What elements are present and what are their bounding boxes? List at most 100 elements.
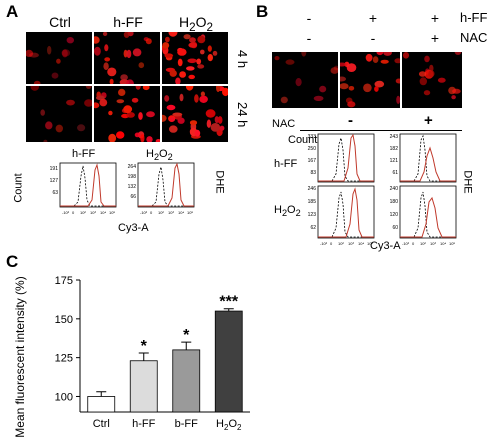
cell-nucleus <box>146 136 153 142</box>
cell-nucleus <box>108 110 113 116</box>
cell-nucleus <box>94 36 100 44</box>
row-label-24h: 24 h <box>235 102 250 128</box>
hist-a-h2o2-xtick: 10² <box>158 210 164 215</box>
cell-nucleus <box>274 56 280 61</box>
cell-nucleus <box>419 77 427 86</box>
hist-b-tr-ytick: 121 <box>390 158 399 164</box>
cell-nucleus <box>219 125 225 131</box>
cell-nucleus <box>102 32 108 36</box>
cell-nucleus <box>437 77 446 83</box>
cell-nucleus <box>104 57 111 62</box>
cell-nucleus <box>126 49 132 59</box>
cell-nucleus <box>135 86 141 90</box>
hist-a-h2o2-treated-curve <box>138 162 194 207</box>
cell-nucleus <box>103 62 109 70</box>
hist-b-bl-ytick: 246 <box>308 186 317 192</box>
hist-a-h2o2-xtick: -10² <box>140 210 148 215</box>
cell-nucleus <box>33 80 41 84</box>
x-tick-label: Ctrl <box>93 418 110 430</box>
nac-minus: - <box>348 112 353 129</box>
cells-a-h2o2-4h <box>162 32 218 84</box>
cell-nucleus <box>94 46 101 56</box>
cell-nucleus <box>454 52 462 55</box>
hist-b-tr-ytick: 182 <box>390 146 399 152</box>
cell-nucleus <box>175 77 181 84</box>
hist-b-tl-ytick: 83 <box>310 170 316 176</box>
b-row-label-hff: h-FF <box>274 158 298 170</box>
cell-nucleus <box>340 83 349 90</box>
hist-a-hff-control-curve <box>60 165 116 207</box>
cell-nucleus <box>402 52 410 59</box>
cells-a-h2o2-24h <box>162 86 228 139</box>
cell-nucleus <box>62 49 68 58</box>
cell-nucleus <box>165 36 170 43</box>
cell-nucleus <box>40 109 45 116</box>
bar-2 <box>172 349 201 413</box>
cell-nucleus <box>179 93 184 102</box>
cell-nucleus <box>138 62 145 69</box>
micrograph-a-hff-4h <box>94 32 160 84</box>
cell-nucleus <box>134 132 141 138</box>
hist-b-tr-control-curve <box>400 134 456 182</box>
hist-a-side-label: DHE <box>213 170 226 194</box>
cells-a-ctrl-24h <box>30 86 92 142</box>
b-row-label-h2o2: H2O2 <box>274 204 301 219</box>
hist-a-hff: 191 127 63 -10² 0 10² 10³ 10⁴ 10⁵ <box>50 162 117 215</box>
cell-nucleus <box>123 49 128 58</box>
cell-nucleus <box>207 54 213 62</box>
cell-nucleus <box>301 52 307 57</box>
cell-nucleus <box>347 101 356 108</box>
hist-b-br-control-curve <box>400 191 456 238</box>
nac-row-label: NAC <box>460 30 488 45</box>
b-ylabel: Count <box>288 134 318 146</box>
micrograph-a-ctrl-24h <box>26 86 92 142</box>
cell-nucleus <box>26 49 34 57</box>
nac-sign-1: - <box>306 30 312 46</box>
hist-a-h2o2-xtick: 10⁴ <box>178 210 184 215</box>
hist-b-br-xtick: 10⁵ <box>449 241 455 246</box>
cell-nucleus <box>183 34 191 40</box>
hist-a-h2o2-ytick: 198 <box>128 174 137 180</box>
hist-b-bl-xtick: 10² <box>338 241 344 246</box>
hist-b-bl-xtick: 0 <box>330 241 333 246</box>
cell-nucleus <box>216 86 221 92</box>
hist-b-bl-xtick: 10⁴ <box>358 241 364 246</box>
hist-b-br-ytick: 180 <box>390 199 399 205</box>
cells-b-3 <box>402 52 462 100</box>
hist-a-hff-ytick: 127 <box>50 178 59 184</box>
panel-b-letter: B <box>256 2 269 21</box>
micrograph-a-hff-24h <box>94 86 160 142</box>
cell-nucleus <box>84 99 92 107</box>
cell-nucleus <box>205 109 216 118</box>
hist-b-br-ytick: 120 <box>390 212 399 218</box>
y-tick-label: 125 <box>55 353 73 365</box>
nac-plus: + <box>424 112 433 129</box>
cell-nucleus <box>177 58 183 67</box>
nac-header: NAC <box>272 118 296 130</box>
cell-nucleus <box>47 45 52 55</box>
cell-nucleus <box>169 125 178 133</box>
cell-nucleus <box>452 88 461 94</box>
hist-b-br-xtick: 10² <box>420 241 426 246</box>
hff-row-label: h-FF <box>460 10 488 25</box>
cell-nucleus <box>116 131 125 139</box>
cell-nucleus <box>166 104 176 111</box>
cells-a-hff-4h <box>94 32 152 84</box>
hff-sign-1: - <box>306 10 312 26</box>
cell-nucleus <box>164 53 174 58</box>
cell-nucleus <box>104 44 109 52</box>
cell-nucleus <box>77 124 86 132</box>
cell-nucleus <box>188 74 195 80</box>
y-tick-label: 100 <box>55 391 73 403</box>
cell-nucleus <box>376 52 384 56</box>
cell-nucleus <box>346 63 357 72</box>
cell-nucleus <box>186 66 195 71</box>
hist-a-h2o2-ytick: 132 <box>128 184 137 190</box>
hist-b-frame-br <box>399 185 457 239</box>
cell-nucleus <box>394 58 400 64</box>
row-label-4h: 4 h <box>235 50 250 69</box>
x-tick-label: b-FF <box>175 418 199 430</box>
hist-b-tl-ytick: 333 <box>308 134 317 140</box>
hist-b-bl-treated-curve <box>318 187 374 238</box>
cell-nucleus <box>164 95 170 102</box>
